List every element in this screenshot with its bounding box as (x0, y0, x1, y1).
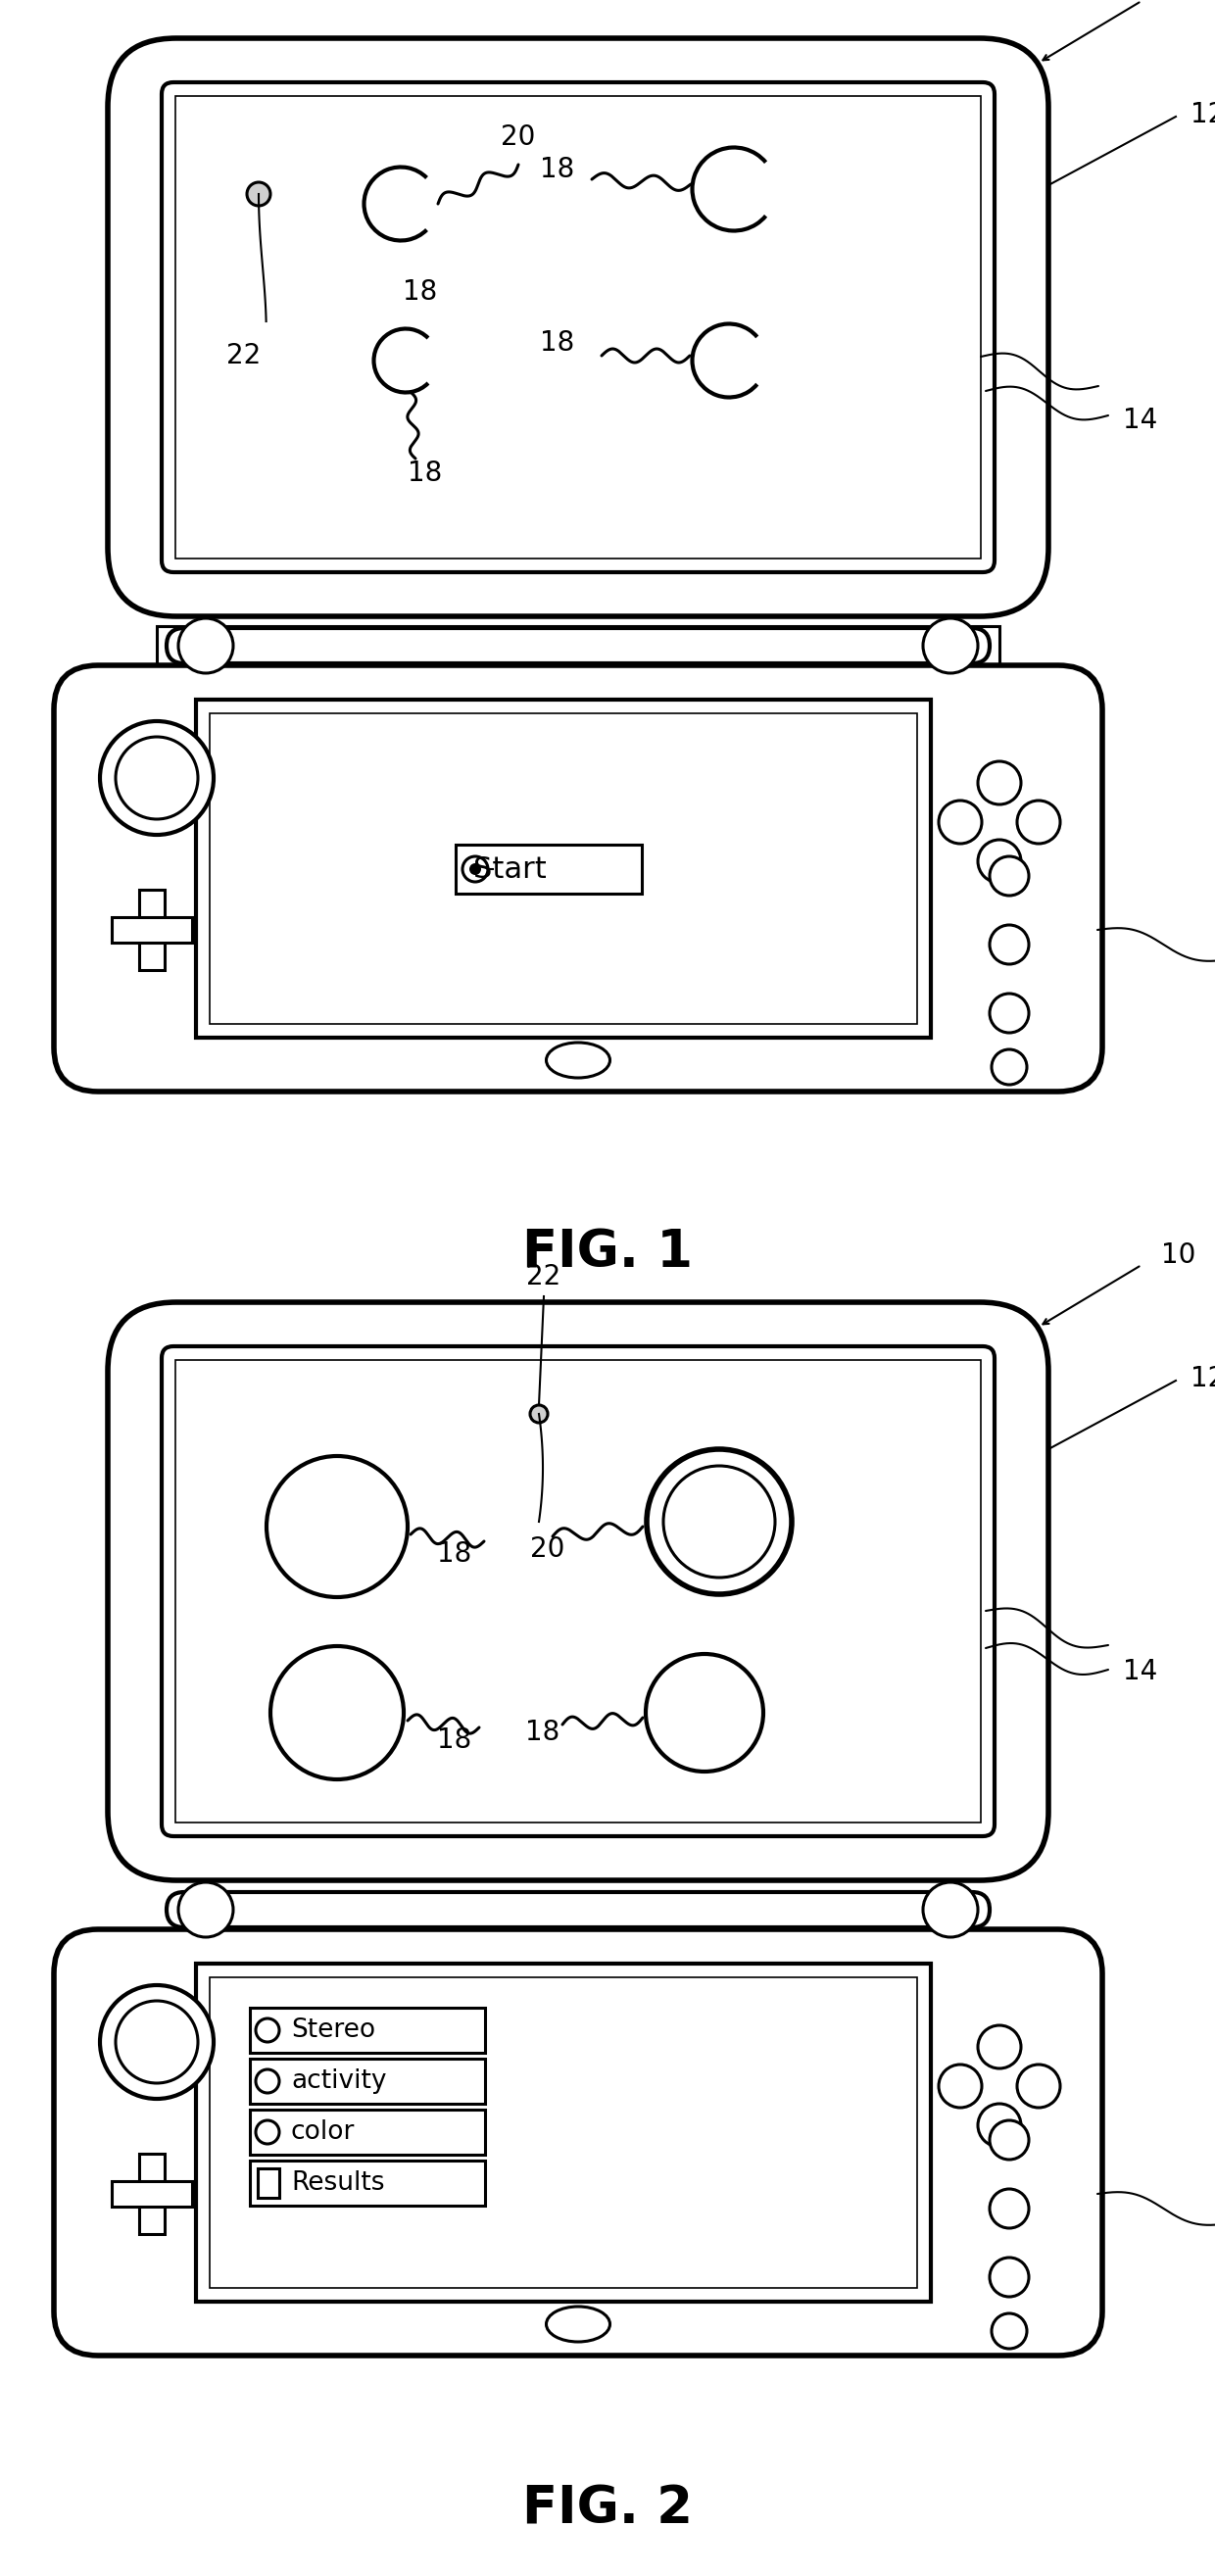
Text: 18: 18 (541, 330, 575, 355)
Bar (196, 1963, 931, 2300)
Circle shape (271, 1646, 403, 1780)
Circle shape (255, 2069, 279, 2092)
Circle shape (939, 801, 982, 845)
Circle shape (463, 855, 488, 881)
Circle shape (991, 1048, 1027, 1084)
Text: 20: 20 (501, 124, 536, 152)
Circle shape (1017, 2063, 1061, 2107)
Circle shape (990, 2190, 1029, 2228)
Circle shape (990, 2257, 1029, 2298)
Text: Stereo: Stereo (292, 2017, 375, 2043)
Text: FIG. 2: FIG. 2 (522, 2483, 693, 2535)
Circle shape (991, 2313, 1027, 2349)
Bar (175, 95, 981, 559)
Bar (175, 1360, 981, 1821)
Ellipse shape (547, 2306, 610, 2342)
Circle shape (990, 2120, 1029, 2159)
Bar (210, 714, 917, 1023)
Circle shape (939, 2063, 982, 2107)
Circle shape (978, 762, 1021, 804)
Circle shape (100, 1986, 214, 2099)
Circle shape (990, 994, 1029, 1033)
Text: 20: 20 (531, 1535, 565, 1564)
Bar (112, 2182, 192, 2208)
Text: 14: 14 (1123, 1659, 1158, 1685)
Text: activity: activity (292, 2069, 386, 2094)
Text: 18: 18 (408, 459, 442, 487)
Circle shape (530, 1404, 548, 1422)
Bar (456, 845, 642, 894)
Text: 18: 18 (541, 155, 575, 183)
Text: FIG. 1: FIG. 1 (522, 1229, 693, 1278)
Circle shape (469, 863, 481, 876)
Circle shape (266, 1455, 407, 1597)
Ellipse shape (547, 1043, 610, 1077)
FancyBboxPatch shape (108, 39, 1049, 616)
Circle shape (179, 618, 233, 672)
FancyBboxPatch shape (162, 1347, 995, 1837)
Text: color: color (292, 2120, 355, 2146)
Text: 12: 12 (1191, 100, 1215, 129)
Circle shape (1017, 801, 1061, 845)
Circle shape (923, 1883, 978, 1937)
Circle shape (179, 1883, 233, 1937)
Circle shape (115, 2002, 198, 2084)
FancyBboxPatch shape (166, 629, 990, 665)
FancyBboxPatch shape (53, 665, 1102, 1092)
Text: Results: Results (292, 2172, 385, 2195)
Circle shape (923, 618, 978, 672)
Text: 10: 10 (1162, 0, 1196, 5)
FancyBboxPatch shape (53, 1929, 1102, 2354)
Circle shape (255, 2120, 279, 2143)
Circle shape (100, 721, 214, 835)
Bar (250, 2007, 485, 2053)
Bar (112, 917, 192, 943)
Circle shape (646, 1450, 792, 1595)
Text: 18: 18 (403, 278, 437, 307)
Text: 22: 22 (526, 1262, 561, 1291)
FancyBboxPatch shape (166, 1891, 990, 1927)
Bar (140, 2154, 164, 2233)
Bar (196, 701, 931, 1038)
Bar (250, 2110, 485, 2154)
Bar (210, 1978, 917, 2287)
Circle shape (247, 183, 271, 206)
FancyBboxPatch shape (162, 82, 995, 572)
Text: 18: 18 (526, 1718, 560, 1747)
Text: 12: 12 (1191, 1365, 1215, 1394)
Circle shape (978, 2105, 1021, 2146)
Circle shape (978, 2025, 1021, 2069)
Circle shape (115, 737, 198, 819)
Circle shape (663, 1466, 775, 1577)
Text: Start: Start (473, 855, 546, 884)
Circle shape (990, 925, 1029, 963)
Text: 18: 18 (437, 1540, 471, 1569)
Text: 18: 18 (437, 1726, 471, 1754)
Circle shape (978, 840, 1021, 884)
Bar (250, 2161, 485, 2205)
Text: 14: 14 (1123, 407, 1158, 435)
Bar (157, 626, 1000, 665)
Circle shape (255, 2020, 279, 2043)
Text: 10: 10 (1162, 1242, 1196, 1270)
FancyBboxPatch shape (108, 1303, 1049, 1880)
Bar (140, 889, 164, 971)
Text: 22: 22 (227, 343, 261, 368)
Circle shape (990, 855, 1029, 896)
Circle shape (645, 1654, 763, 1772)
Bar (250, 2058, 485, 2105)
Bar (258, 2169, 279, 2197)
